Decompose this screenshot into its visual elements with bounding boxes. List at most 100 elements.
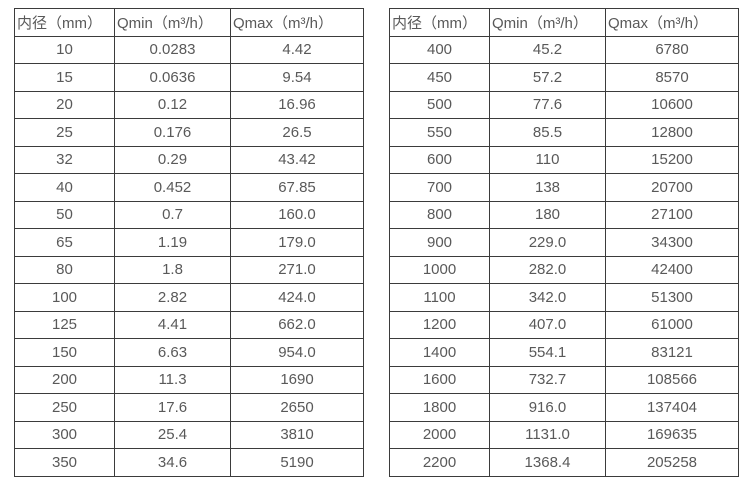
table-cell: 10 (14, 35, 115, 64)
table-cell: 40 (14, 173, 115, 202)
table-row: 900 229.0 34300 (389, 228, 739, 257)
table-cell: 0.0283 (114, 35, 231, 64)
table-cell: 200 (14, 365, 115, 394)
table-cell: 662.0 (230, 310, 364, 339)
table-cell: 900 (389, 228, 490, 257)
table-cell: 83121 (605, 338, 739, 367)
table-cell: 8570 (605, 63, 739, 92)
table-cell: 424.0 (230, 283, 364, 312)
table-row: 550 85.5 12800 (389, 118, 739, 147)
table-row: 1200 407.0 61000 (389, 310, 739, 339)
table-cell: 1368.4 (489, 448, 606, 477)
column-header: Qmin（m³/h） (114, 8, 231, 37)
table-row: 25 0.176 26.5 (14, 118, 364, 147)
table-row: 65 1.19 179.0 (14, 228, 364, 257)
table-cell: 9.54 (230, 63, 364, 92)
table-cell: 15200 (605, 145, 739, 174)
table-cell: 700 (389, 173, 490, 202)
table-cell: 5190 (230, 448, 364, 477)
table-cell: 500 (389, 90, 490, 119)
table-row: 40 0.452 67.85 (14, 173, 364, 202)
table-cell: 554.1 (489, 338, 606, 367)
table-cell: 1.19 (114, 228, 231, 257)
table-row: 32 0.29 43.42 (14, 145, 364, 174)
table-cell: 916.0 (489, 393, 606, 422)
table-cell: 1131.0 (489, 420, 606, 449)
table-cell: 137404 (605, 393, 739, 422)
table-cell: 27100 (605, 200, 739, 229)
table-cell: 11.3 (114, 365, 231, 394)
table-cell: 42400 (605, 255, 739, 284)
table-cell: 550 (389, 118, 490, 147)
table-cell: 26.5 (230, 118, 364, 147)
table-cell: 179.0 (230, 228, 364, 257)
table-cell: 10600 (605, 90, 739, 119)
table-cell: 43.42 (230, 145, 364, 174)
table-cell: 34300 (605, 228, 739, 257)
table-row: 800 180 27100 (389, 200, 739, 229)
table-row: 150 6.63 954.0 (14, 338, 364, 367)
table-row: 100 2.82 424.0 (14, 283, 364, 312)
table-cell: 160.0 (230, 200, 364, 229)
table-row: 80 1.8 271.0 (14, 255, 364, 284)
table-cell: 16.96 (230, 90, 364, 119)
table-cell: 50 (14, 200, 115, 229)
table-cell: 1100 (389, 283, 490, 312)
table-cell: 600 (389, 145, 490, 174)
table-cell: 3810 (230, 420, 364, 449)
table-cell: 6780 (605, 35, 739, 64)
table-cell: 2650 (230, 393, 364, 422)
table-cell: 342.0 (489, 283, 606, 312)
table-row: 10 0.0283 4.42 (14, 35, 364, 64)
table-cell: 110 (489, 145, 606, 174)
table-cell: 400 (389, 35, 490, 64)
table-cell: 85.5 (489, 118, 606, 147)
table-cell: 205258 (605, 448, 739, 477)
table-cell: 0.452 (114, 173, 231, 202)
table-cell: 1.8 (114, 255, 231, 284)
table-cell: 229.0 (489, 228, 606, 257)
table-cell: 57.2 (489, 63, 606, 92)
table-cell: 0.0636 (114, 63, 231, 92)
table-cell: 150 (14, 338, 115, 367)
column-header: 内径（mm） (14, 8, 115, 37)
table-cell: 2200 (389, 448, 490, 477)
table-cell: 1690 (230, 365, 364, 394)
table-cell: 450 (389, 63, 490, 92)
flow-range-table-small-diameters: 内径（mm） Qmin（m³/h） Qmax（m³/h） 10 0.0283 4.42 15… (14, 8, 364, 477)
table-row: 1400 554.1 83121 (389, 338, 739, 367)
table-cell: 1000 (389, 255, 490, 284)
table-cell: 17.6 (114, 393, 231, 422)
table-cell: 282.0 (489, 255, 606, 284)
header-row: 内径（mm） Qmin（m³/h） Qmax（m³/h） (389, 8, 739, 37)
table-cell: 800 (389, 200, 490, 229)
table-cell: 250 (14, 393, 115, 422)
table-cell: 350 (14, 448, 115, 477)
table-row: 350 34.6 5190 (14, 448, 364, 477)
table-cell: 2.82 (114, 283, 231, 312)
table-row: 15 0.0636 9.54 (14, 63, 364, 92)
table-row: 125 4.41 662.0 (14, 310, 364, 339)
table-cell: 20 (14, 90, 115, 119)
table-cell: 15 (14, 63, 115, 92)
flow-range-table-large-diameters: 内径（mm） Qmin（m³/h） Qmax（m³/h） 400 45.2 6780 450… (389, 8, 739, 477)
table-row: 200 11.3 1690 (14, 365, 364, 394)
header-row: 内径（mm） Qmin（m³/h） Qmax（m³/h） (14, 8, 364, 37)
table-cell: 271.0 (230, 255, 364, 284)
table-cell: 4.41 (114, 310, 231, 339)
table-row: 300 25.4 3810 (14, 420, 364, 449)
table-cell: 6.63 (114, 338, 231, 367)
table-cell: 0.176 (114, 118, 231, 147)
table-cell: 732.7 (489, 365, 606, 394)
table-row: 600 110 15200 (389, 145, 739, 174)
table-cell: 34.6 (114, 448, 231, 477)
table-cell: 0.12 (114, 90, 231, 119)
column-header: Qmax（m³/h） (230, 8, 364, 37)
table-row: 2000 1131.0 169635 (389, 420, 739, 449)
table-cell: 407.0 (489, 310, 606, 339)
table-cell: 954.0 (230, 338, 364, 367)
table-cell: 125 (14, 310, 115, 339)
table-cell: 65 (14, 228, 115, 257)
table-row: 700 138 20700 (389, 173, 739, 202)
